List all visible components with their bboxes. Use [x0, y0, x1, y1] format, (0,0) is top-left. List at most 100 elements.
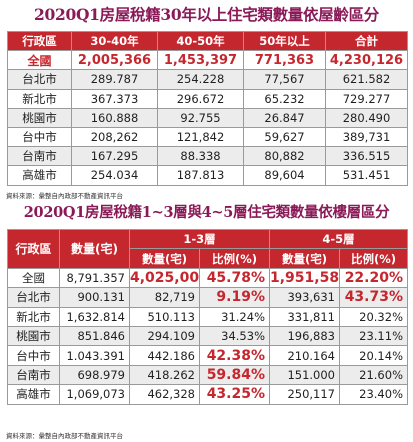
table2-source: 資料來源：彙整自內政部不動產資訊平台	[6, 432, 123, 440]
table-row: 新北市 367.373 296.672 65.232 729.277	[7, 88, 408, 109]
value-cell: 65.232	[243, 88, 326, 109]
district-cell: 台中市	[7, 126, 72, 148]
district-cell: 台中市	[7, 345, 60, 366]
district-cell: 新北市	[7, 88, 72, 109]
ratio-1-3-cell: 42.38%	[199, 345, 270, 366]
value-cell: 289.787	[71, 69, 158, 90]
table-row: 台中市 208,262 121,842 59,627 389,731	[7, 126, 408, 148]
table-row: 高雄市 1,069,073 462,328 43.25% 250,117 23.…	[7, 384, 408, 405]
total-cell: 851.846	[59, 325, 130, 347]
header-count-1-3: 數量(宅)	[129, 248, 200, 269]
value-cell: 336.515	[325, 146, 408, 167]
table-row: 全國 8,791.357 4,025,006 45.78% 1,951,585 …	[7, 267, 408, 289]
count-4-5-cell: 151.000	[269, 364, 340, 386]
count-1-3-cell: 82,719	[129, 287, 200, 308]
ratio-1-3-cell: 43.25%	[199, 384, 270, 405]
district-cell: 台南市	[7, 364, 60, 386]
value-cell: 280.490	[325, 107, 408, 128]
count-1-3-cell: 442.186	[129, 345, 200, 366]
header-total-count: 數量(宅)	[59, 229, 130, 269]
header-district: 行政區	[7, 229, 60, 269]
floor-table-header-sub: 數量(宅) 比例(%) 數量(宅) 比例(%)	[8, 248, 408, 269]
value-cell: 367.373	[71, 88, 158, 109]
ratio-4-5-cell: 20.14%	[339, 345, 408, 366]
total-cell: 900.131	[59, 287, 130, 308]
district-cell: 桃園市	[7, 107, 72, 128]
header-count-4-5: 數量(宅)	[269, 248, 340, 269]
count-1-3-cell: 510.113	[129, 306, 200, 327]
header-group-1-3: 1-3層	[129, 228, 270, 250]
ratio-4-5-cell: 23.40%	[339, 384, 408, 405]
count-4-5-cell: 210.164	[269, 345, 340, 366]
district-cell: 桃園市	[7, 325, 60, 347]
district-cell: 全國	[7, 267, 60, 289]
count-4-5-cell: 331,811	[269, 306, 340, 327]
total-cell: 1,069,073	[59, 384, 130, 405]
ratio-1-3-cell: 9.19%	[199, 287, 270, 308]
total-cell: 1,632.814	[59, 306, 130, 327]
table-row: 台南市 698.979 418.262 59.84% 151.000 21.60…	[7, 364, 408, 386]
header-40-50: 40-50年	[157, 30, 244, 52]
value-cell: 208,262	[71, 126, 158, 148]
header-50-plus: 50年以上	[243, 30, 326, 52]
value-cell: 1,453,397	[157, 50, 244, 71]
ratio-1-3-cell: 31.24%	[199, 306, 270, 327]
value-cell: 26.847	[243, 107, 326, 128]
value-cell: 296.672	[157, 88, 244, 109]
district-cell: 新北市	[7, 306, 60, 327]
value-cell: 4,230,126	[325, 50, 408, 71]
count-1-3-cell: 418.262	[129, 364, 200, 386]
district-cell: 台北市	[7, 69, 72, 90]
value-cell: 254.228	[157, 69, 244, 90]
ratio-4-5-cell: 21.60%	[339, 364, 408, 386]
count-1-3-cell: 4,025,006	[129, 267, 200, 289]
value-cell: 729.277	[325, 88, 408, 109]
count-4-5-cell: 1,951,585	[269, 267, 340, 289]
ratio-1-3-cell: 34.53%	[199, 325, 270, 347]
header-sum: 合計	[325, 30, 408, 52]
value-cell: 59,627	[243, 126, 326, 148]
value-cell: 160.888	[71, 107, 158, 128]
header-ratio-4-5: 比例(%)	[339, 248, 408, 269]
value-cell: 92.755	[157, 107, 244, 128]
table-row: 全國 2,005,366 1,453,397 771,363 4,230,126	[7, 50, 408, 71]
ratio-4-5-cell: 20.32%	[339, 306, 408, 327]
district-cell: 台南市	[7, 146, 72, 167]
table1-source: 資料來源：彙整自內政部不動產資訊平台	[6, 192, 123, 200]
value-cell: 88.338	[157, 146, 244, 167]
table-row: 桃園市 160.888 92.755 26.847 280.490	[7, 107, 408, 128]
count-4-5-cell: 393,631	[269, 287, 340, 308]
table-row: 台中市 1.043.391 442.186 42.38% 210.164 20.…	[7, 345, 408, 366]
table-row: 桃園市 851.846 294.109 34.53% 196,883 23.11…	[7, 325, 408, 347]
floor-table: 行政區 數量(宅) 1-3層 4-5層 數量(宅) 比例(%) 數量(宅) 比例…	[7, 228, 408, 405]
value-cell: 80,882	[243, 146, 326, 167]
header-30-40: 30-40年	[71, 30, 158, 52]
district-cell: 全國	[7, 50, 72, 71]
table2-title: 2020Q1房屋稅籍1~3層與4~5層住宅類數量依樓層區分	[23, 204, 390, 221]
table-row: 新北市 1,632.814 510.113 31.24% 331,811 20.…	[7, 306, 408, 327]
ratio-1-3-cell: 45.78%	[199, 267, 270, 289]
total-cell: 698.979	[59, 364, 130, 386]
district-cell: 高雄市	[7, 384, 60, 405]
value-cell: 2,005,366	[71, 50, 158, 71]
value-cell: 254.034	[71, 165, 158, 186]
value-cell: 621.582	[325, 69, 408, 90]
value-cell: 389,731	[325, 126, 408, 148]
district-cell: 高雄市	[7, 165, 72, 186]
table-row: 台北市 289.787 254.228 77,567 621.582	[7, 69, 408, 90]
header-district: 行政區	[7, 30, 72, 52]
value-cell: 167.295	[71, 146, 158, 167]
total-cell: 8,791.357	[59, 267, 130, 289]
count-4-5-cell: 250,117	[269, 384, 340, 405]
header-ratio-1-3: 比例(%)	[199, 248, 270, 269]
value-cell: 77,567	[243, 69, 326, 90]
table-row: 台北市 900.131 82,719 9.19% 393,631 43.73%	[7, 287, 408, 308]
ratio-1-3-cell: 59.84%	[199, 364, 270, 386]
ratio-4-5-cell: 23.11%	[339, 325, 408, 347]
age-table: 行政區 30-40年 40-50年 50年以上 合計 全國 2,005,366 …	[7, 30, 408, 186]
ratio-4-5-cell: 22.20%	[339, 267, 408, 289]
ratio-4-5-cell: 43.73%	[339, 287, 408, 308]
value-cell: 89,604	[243, 165, 326, 186]
count-4-5-cell: 196,883	[269, 325, 340, 347]
value-cell: 121,842	[157, 126, 244, 148]
